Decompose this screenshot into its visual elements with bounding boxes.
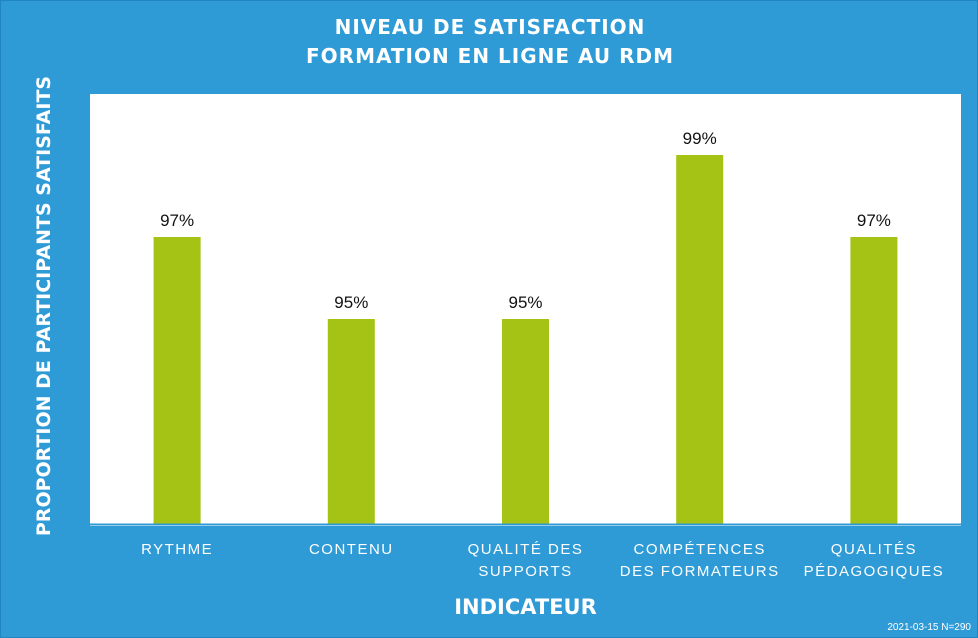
category-label-3: QUALITÉ DES SUPPORTS [438, 539, 614, 583]
category-label-2-line-1: CONTENU [308, 541, 394, 558]
bar-2 [327, 319, 375, 524]
bar-3 [502, 319, 549, 524]
category-label-2: CONTENU [263, 539, 439, 561]
category-label-1: RYTHME [89, 539, 265, 561]
data-label-2: 95% [334, 293, 368, 312]
plot-area: 97% 95% 95% 99% 97% [90, 94, 961, 526]
bar-4 [676, 155, 724, 524]
data-label-3: 95% [508, 293, 542, 312]
chart-title-line-1: NIVEAU DE SATISFACTION [334, 15, 646, 39]
category-label-4: COMPÉTENCES DES FORMATEURS [612, 539, 788, 583]
bar-chart: 97% 95% 95% 99% 97% [90, 129, 961, 526]
category-label-3-line-2: SUPPORTS [478, 563, 573, 580]
category-label-4-line-1: COMPÉTENCES [633, 541, 766, 558]
bar-5 [850, 237, 898, 524]
category-label-5: QUALITÉS PÉDAGOGIQUES [786, 539, 962, 583]
y-axis-label: PROPORTION DE PARTICIPANTS SATISFAITS [33, 75, 55, 537]
category-label-5-line-2: PÉDAGOGIQUES [803, 563, 945, 580]
bar-1 [153, 237, 201, 524]
data-label-1: 97% [160, 211, 194, 230]
chart-title-line-2: FORMATION EN LIGNE AU RDM [306, 44, 674, 68]
category-label-4-line-2: DES FORMATEURS [619, 563, 780, 580]
footnote: 2021-03-15 N=290 [887, 622, 971, 633]
category-label-3-line-1: QUALITÉ DES [467, 541, 584, 558]
data-label-5: 97% [857, 211, 891, 230]
footnote-sample: N=290 [941, 622, 971, 633]
data-label-4: 99% [683, 129, 717, 148]
category-label-1-line-1: RYTHME [141, 541, 214, 558]
x-axis-label: INDICATEUR [454, 595, 597, 619]
category-label-5-line-1: QUALITÉS [830, 541, 917, 558]
footnote-date: 2021-03-15 [887, 622, 939, 633]
